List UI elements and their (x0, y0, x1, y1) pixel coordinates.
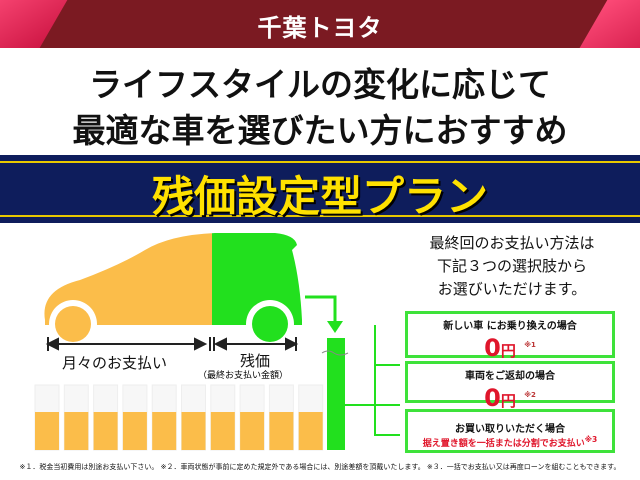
options-intro: 最終回のお支払い方法は 下記３つの選択肢から お選びいただけます。 (429, 234, 595, 298)
option-buyout: お買い取りいただく場合 据え置き額を一括または分割でお支払い※3 (405, 409, 615, 453)
headline-line2: 最適な車を選びたい方におすすめ (72, 111, 568, 150)
monthly-bar (240, 412, 265, 450)
monthly-bar (181, 412, 206, 450)
monthly-bar (122, 412, 147, 450)
monthly-bar (269, 412, 294, 450)
monthly-bar (35, 412, 59, 450)
logo: 千葉トヨタ (257, 14, 383, 42)
car-diagram (34, 233, 400, 451)
monthly-bar (152, 412, 177, 450)
footnote: ※１．税金当初費用は別途お支払い下さい。 ※２．車両状態が事前に定めた規定外であ… (19, 463, 621, 471)
monthly-bar (298, 412, 323, 450)
plan-title: 残価設定型プラン (151, 172, 488, 221)
wheel-icon (252, 306, 288, 342)
headline-line1: ライフスタイルの変化に応じて (89, 65, 551, 104)
residual-sub: （最終お支払い金額） (198, 371, 289, 381)
monthly-label: 月々のお支払い (62, 354, 168, 372)
wheel-icon (55, 306, 91, 342)
header-banner: 千葉トヨタ (0, 0, 640, 48)
option-return: 車両をご返却の場合 0円 ※2 (405, 361, 615, 411)
arrows (45, 337, 299, 351)
monthly-bar (64, 412, 89, 450)
option-trade-in: 新しい車 にお乗り換えの場合 0円 ※1 (405, 311, 615, 361)
residual-bar (327, 338, 345, 450)
monthly-bar (210, 412, 235, 450)
plan-band: 残価設定型プラン (0, 155, 640, 223)
residual-label: 残価 (240, 352, 271, 370)
monthly-bar (93, 412, 118, 450)
